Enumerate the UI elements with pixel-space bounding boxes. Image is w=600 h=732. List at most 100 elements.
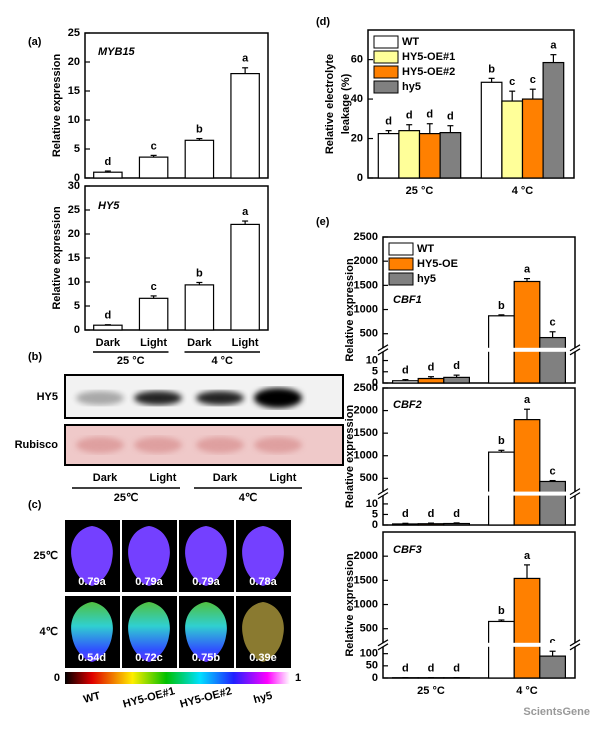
bar bbox=[93, 171, 123, 179]
lane-label: Light bbox=[150, 472, 177, 484]
blot-row-label: HY5 bbox=[37, 391, 58, 403]
fv-fm-value: 0.75b bbox=[192, 652, 220, 664]
y-tick-label: 5 bbox=[372, 508, 378, 520]
legend-swatch bbox=[388, 257, 414, 271]
significance-letter: d bbox=[453, 663, 460, 675]
genotype-label: hy5 bbox=[252, 690, 273, 707]
break-mark bbox=[569, 492, 581, 500]
colorbar-tick: 1 bbox=[295, 672, 301, 684]
blot-band bbox=[134, 437, 182, 453]
y-tick-label: 15 bbox=[68, 85, 80, 97]
panel-label: (a) bbox=[28, 36, 42, 48]
break-mark bbox=[569, 488, 581, 496]
group-label: 25℃ bbox=[114, 492, 139, 504]
group-label: 25 °C bbox=[117, 355, 145, 367]
significance-letter: c bbox=[550, 636, 556, 648]
y-tick-label: 1500 bbox=[354, 427, 378, 439]
legend-label: WT bbox=[417, 243, 434, 255]
plot-frame bbox=[382, 387, 576, 526]
y-tick-label: 2500 bbox=[354, 382, 378, 394]
legend-swatch bbox=[388, 242, 414, 256]
y-axis-label: Relative expression bbox=[344, 553, 356, 657]
legend-label: hy5 bbox=[417, 273, 436, 285]
y-tick-label: 1500 bbox=[354, 279, 378, 291]
legend-label: HY5-OE#1 bbox=[402, 51, 455, 63]
panel-label: (d) bbox=[316, 16, 330, 28]
bar bbox=[521, 98, 544, 179]
break-mark bbox=[377, 492, 389, 500]
panel-label: (b) bbox=[28, 351, 42, 363]
y-tick-label: 0 bbox=[74, 172, 80, 184]
bar bbox=[488, 451, 515, 526]
significance-letter: d bbox=[447, 111, 454, 123]
y-tick-label: 20 bbox=[351, 132, 363, 144]
break-mark bbox=[569, 643, 581, 651]
plot-frame bbox=[84, 32, 269, 179]
significance-letter: c bbox=[530, 74, 536, 86]
row-label: 4℃ bbox=[40, 626, 58, 638]
blot-band bbox=[134, 391, 182, 405]
significance-letter: a bbox=[242, 53, 249, 65]
blot-row-label: Rubisco bbox=[15, 439, 59, 451]
bar bbox=[539, 336, 566, 384]
legend-swatch bbox=[373, 80, 399, 94]
legend-swatch bbox=[373, 65, 399, 79]
y-tick-label: 0 bbox=[357, 172, 363, 184]
significance-letter: b bbox=[196, 267, 203, 279]
y-tick-label: 10 bbox=[68, 276, 80, 288]
break-mark bbox=[569, 639, 581, 647]
y-tick-label: 25 bbox=[68, 204, 80, 216]
fv-fm-value: 0.78a bbox=[249, 576, 277, 588]
bar bbox=[488, 620, 515, 679]
bar bbox=[398, 130, 421, 179]
bar bbox=[138, 156, 169, 179]
bar bbox=[93, 324, 123, 331]
significance-letter: c bbox=[509, 76, 515, 88]
y-tick-label: 20 bbox=[68, 228, 80, 240]
y-tick-label: 10 bbox=[366, 498, 378, 510]
bar bbox=[513, 577, 541, 679]
bar bbox=[539, 480, 566, 526]
lane-label: Dark bbox=[93, 472, 118, 484]
leaf-image bbox=[185, 602, 227, 662]
significance-letter: d bbox=[428, 508, 435, 520]
fv-fm-value: 0.54d bbox=[78, 652, 106, 664]
significance-letter: a bbox=[550, 40, 557, 52]
y-tick-label: 50 bbox=[366, 660, 378, 672]
significance-letter: c bbox=[151, 281, 157, 293]
y-tick-label: 5 bbox=[372, 366, 378, 378]
watermark: ScientsGene bbox=[523, 706, 590, 718]
gene-name: CBF2 bbox=[393, 399, 422, 411]
break-mark bbox=[377, 348, 389, 356]
legend-swatch bbox=[388, 272, 414, 286]
y-tick-label: 2000 bbox=[354, 404, 378, 416]
gene-name: CBF3 bbox=[393, 544, 422, 556]
significance-letter: d bbox=[402, 508, 409, 520]
colorbar-tick: 0 bbox=[54, 672, 60, 684]
fv-fm-value: 0.79a bbox=[192, 576, 220, 588]
x-tick-label: 25 °C bbox=[417, 685, 445, 697]
bar bbox=[439, 132, 462, 179]
y-tick-label: 10 bbox=[68, 114, 80, 126]
significance-letter: a bbox=[524, 394, 531, 406]
bar bbox=[443, 376, 470, 384]
y-axis-label: Relative expression bbox=[344, 258, 356, 362]
bar bbox=[392, 523, 419, 526]
y-tick-label: 500 bbox=[360, 328, 378, 340]
significance-letter: b bbox=[498, 300, 505, 312]
significance-letter: a bbox=[242, 206, 249, 218]
bar bbox=[443, 522, 470, 526]
group-label: 4 °C bbox=[211, 355, 233, 367]
bar bbox=[480, 81, 503, 179]
x-tick-label: 4 °C bbox=[512, 185, 534, 197]
lane-label: Dark bbox=[213, 472, 238, 484]
colorbar bbox=[65, 672, 290, 684]
significance-letter: d bbox=[453, 360, 460, 372]
leaf-image bbox=[242, 602, 284, 662]
y-tick-label: 15 bbox=[68, 252, 80, 264]
y-tick-label: 5 bbox=[74, 143, 80, 155]
fv-fm-value: 0.72c bbox=[135, 652, 163, 664]
axis-break bbox=[381, 642, 577, 647]
significance-letter: b bbox=[488, 63, 495, 75]
